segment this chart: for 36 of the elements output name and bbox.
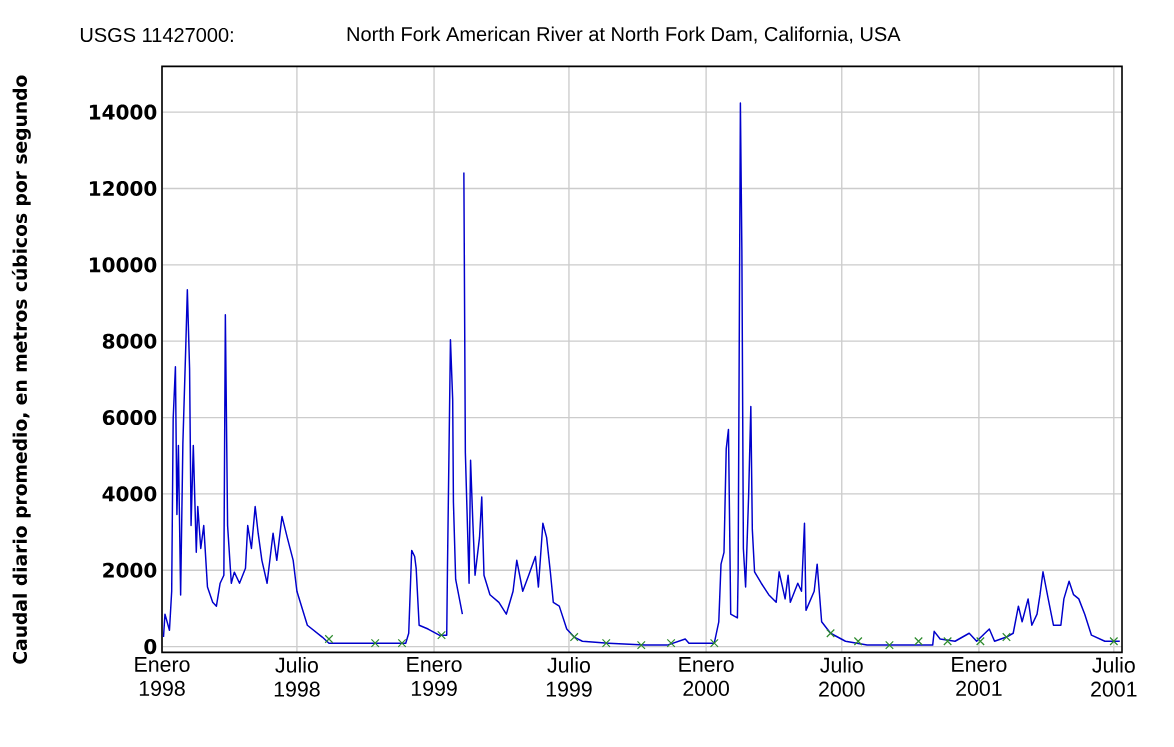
x-tick-label: Enero 2000: [679, 657, 734, 696]
y-tick-label: 0: [144, 639, 157, 655]
point: [636, 640, 646, 650]
point: [976, 636, 985, 646]
point: [943, 636, 952, 646]
x-tick-label: Enero 1999: [407, 657, 462, 696]
point: [370, 638, 380, 648]
x-tick-label: Enero 2001: [952, 657, 1007, 696]
point: [437, 630, 446, 640]
y-tick-label: 10000: [89, 257, 157, 273]
point: [885, 640, 894, 650]
point: [569, 632, 579, 642]
x-tick-label: Enero 1998: [135, 657, 190, 696]
x-tick-label: Julio 2001: [1091, 657, 1137, 697]
chart-subtitle: North Fork American River at North Fork Dam, California, USA: [347, 26, 901, 44]
y-tick-label: 14000: [89, 104, 157, 120]
y-tick-label: 12000: [89, 180, 157, 197]
y-tick-label: 6000: [102, 409, 157, 426]
y-axis-title: Caudal diario promedio, en metros cúbicos por segundo: [11, 75, 31, 664]
x-tick-label: Julio 2000: [819, 657, 865, 697]
point: [324, 634, 334, 644]
point: [826, 628, 835, 638]
point: [853, 636, 863, 646]
y-tick-label: 8000: [102, 333, 157, 349]
x-tick-label: Julio 1998: [274, 657, 320, 697]
point: [601, 638, 611, 648]
point: [397, 638, 407, 648]
point: [914, 636, 923, 646]
point: [709, 638, 719, 648]
chart-title: USGS 11427000:: [80, 27, 233, 43]
y-tick-label: 2000: [103, 562, 157, 578]
y-tick-label: 4000: [102, 486, 157, 502]
x-tick-label: Julio 1999: [546, 657, 592, 697]
point: [1109, 636, 1119, 646]
point: [666, 638, 676, 648]
point: [1002, 632, 1011, 642]
